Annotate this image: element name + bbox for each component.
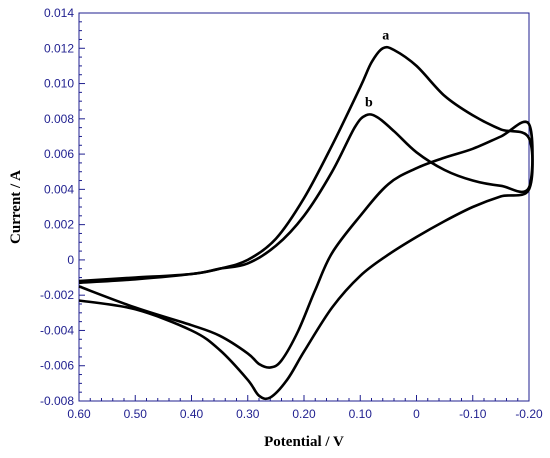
x-tick-label: 0.30 (236, 407, 260, 421)
y-tick-label: 0.014 (44, 6, 74, 20)
x-tick-label: 0.60 (67, 407, 91, 421)
y-axis-title: Current / A (8, 170, 24, 244)
y-tick-label: 0.010 (44, 77, 74, 91)
series-layer (78, 45, 534, 401)
x-tick-label: 0.20 (292, 407, 316, 421)
y-tick-label: -0.002 (40, 288, 74, 302)
y-tick-label: 0.008 (44, 112, 74, 126)
y-tick-label: -0.004 (40, 323, 74, 337)
curve-label-b: b (365, 95, 373, 110)
x-axis-title: Potential / V (264, 434, 344, 450)
y-axis-ticks: -0.008 -0.006 -0.004 -0.002 0 0.002 0.004 0.006… (40, 6, 85, 408)
curve-label-a: a (382, 28, 389, 43)
x-axis-ticks: 0.60 0.50 0.40 0.30 0.20 0.10 0 -0.10 -0.20 (67, 395, 543, 421)
y-tick-label: -0.008 (40, 394, 74, 408)
x-tick-label: 0.40 (180, 407, 204, 421)
series-line-a (78, 45, 534, 401)
x-tick-label: 0.10 (349, 407, 373, 421)
x-tick-label: 0.50 (124, 407, 148, 421)
y-tick-label: 0.006 (44, 147, 74, 161)
y-tick-label: 0 (67, 253, 74, 267)
y-tick-label: 0.002 (44, 218, 74, 232)
plot-frame (78, 12, 530, 402)
x-tick-label: 0 (413, 407, 420, 421)
x-tick-label: -0.20 (515, 407, 543, 421)
y-tick-label: 0.012 (44, 41, 74, 55)
y-tick-label: -0.006 (40, 359, 74, 373)
series-line-b (78, 113, 534, 369)
x-tick-label: -0.10 (459, 407, 487, 421)
y-tick-label: 0.004 (44, 182, 74, 196)
